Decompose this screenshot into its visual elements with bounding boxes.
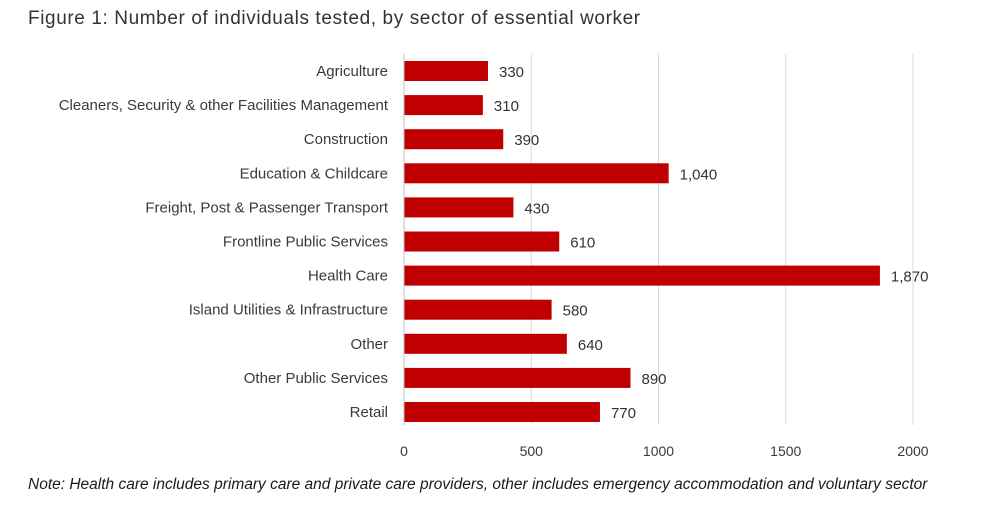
bar — [404, 333, 567, 354]
data-label: 640 — [578, 337, 603, 354]
data-label: 390 — [514, 132, 539, 149]
bar — [404, 61, 488, 81]
bar — [404, 163, 669, 184]
bar — [404, 367, 631, 388]
bar — [404, 299, 552, 320]
chart-note: Note: Health care includes primary care … — [28, 476, 928, 493]
labels: 0 500 1000 1500 2000 Agriculture 330 Cleaners, … — [59, 63, 929, 459]
bar — [404, 95, 483, 116]
bars — [404, 61, 880, 422]
category-label: Island Utilities & Infrastructure — [189, 302, 388, 319]
x-tick-label: 0 — [400, 443, 408, 459]
figure-title: Figure 1: Number of individuals tested, … — [28, 8, 641, 29]
category-label: Construction — [304, 131, 388, 148]
data-label: 330 — [499, 64, 524, 81]
category-label: Retail — [350, 404, 388, 421]
data-label: 430 — [524, 200, 549, 217]
x-tick-label: 1500 — [770, 443, 801, 459]
category-label: Cleaners, Security & other Facilities Ma… — [59, 97, 389, 114]
x-tick-label: 2000 — [897, 443, 928, 459]
data-label: 1,040 — [680, 166, 718, 183]
data-label: 1,870 — [891, 269, 929, 286]
category-label: Frontline Public Services — [223, 234, 388, 251]
bar — [404, 231, 560, 252]
data-label: 770 — [611, 405, 636, 422]
x-tick-label: 1000 — [643, 443, 674, 459]
bar — [404, 197, 514, 218]
bar — [404, 265, 880, 286]
category-label: Other Public Services — [244, 370, 388, 387]
x-tick-label: 500 — [520, 443, 544, 459]
category-label: Other — [350, 336, 388, 353]
category-label: Health Care — [308, 268, 388, 285]
data-label: 610 — [570, 235, 595, 252]
category-label: Agriculture — [316, 63, 388, 80]
data-label: 890 — [642, 371, 667, 388]
bar — [404, 129, 504, 150]
data-label: 580 — [563, 303, 588, 320]
category-label: Freight, Post & Passenger Transport — [145, 199, 388, 216]
bar — [404, 402, 600, 422]
category-label: Education & Childcare — [240, 165, 388, 182]
data-label: 310 — [494, 98, 519, 115]
